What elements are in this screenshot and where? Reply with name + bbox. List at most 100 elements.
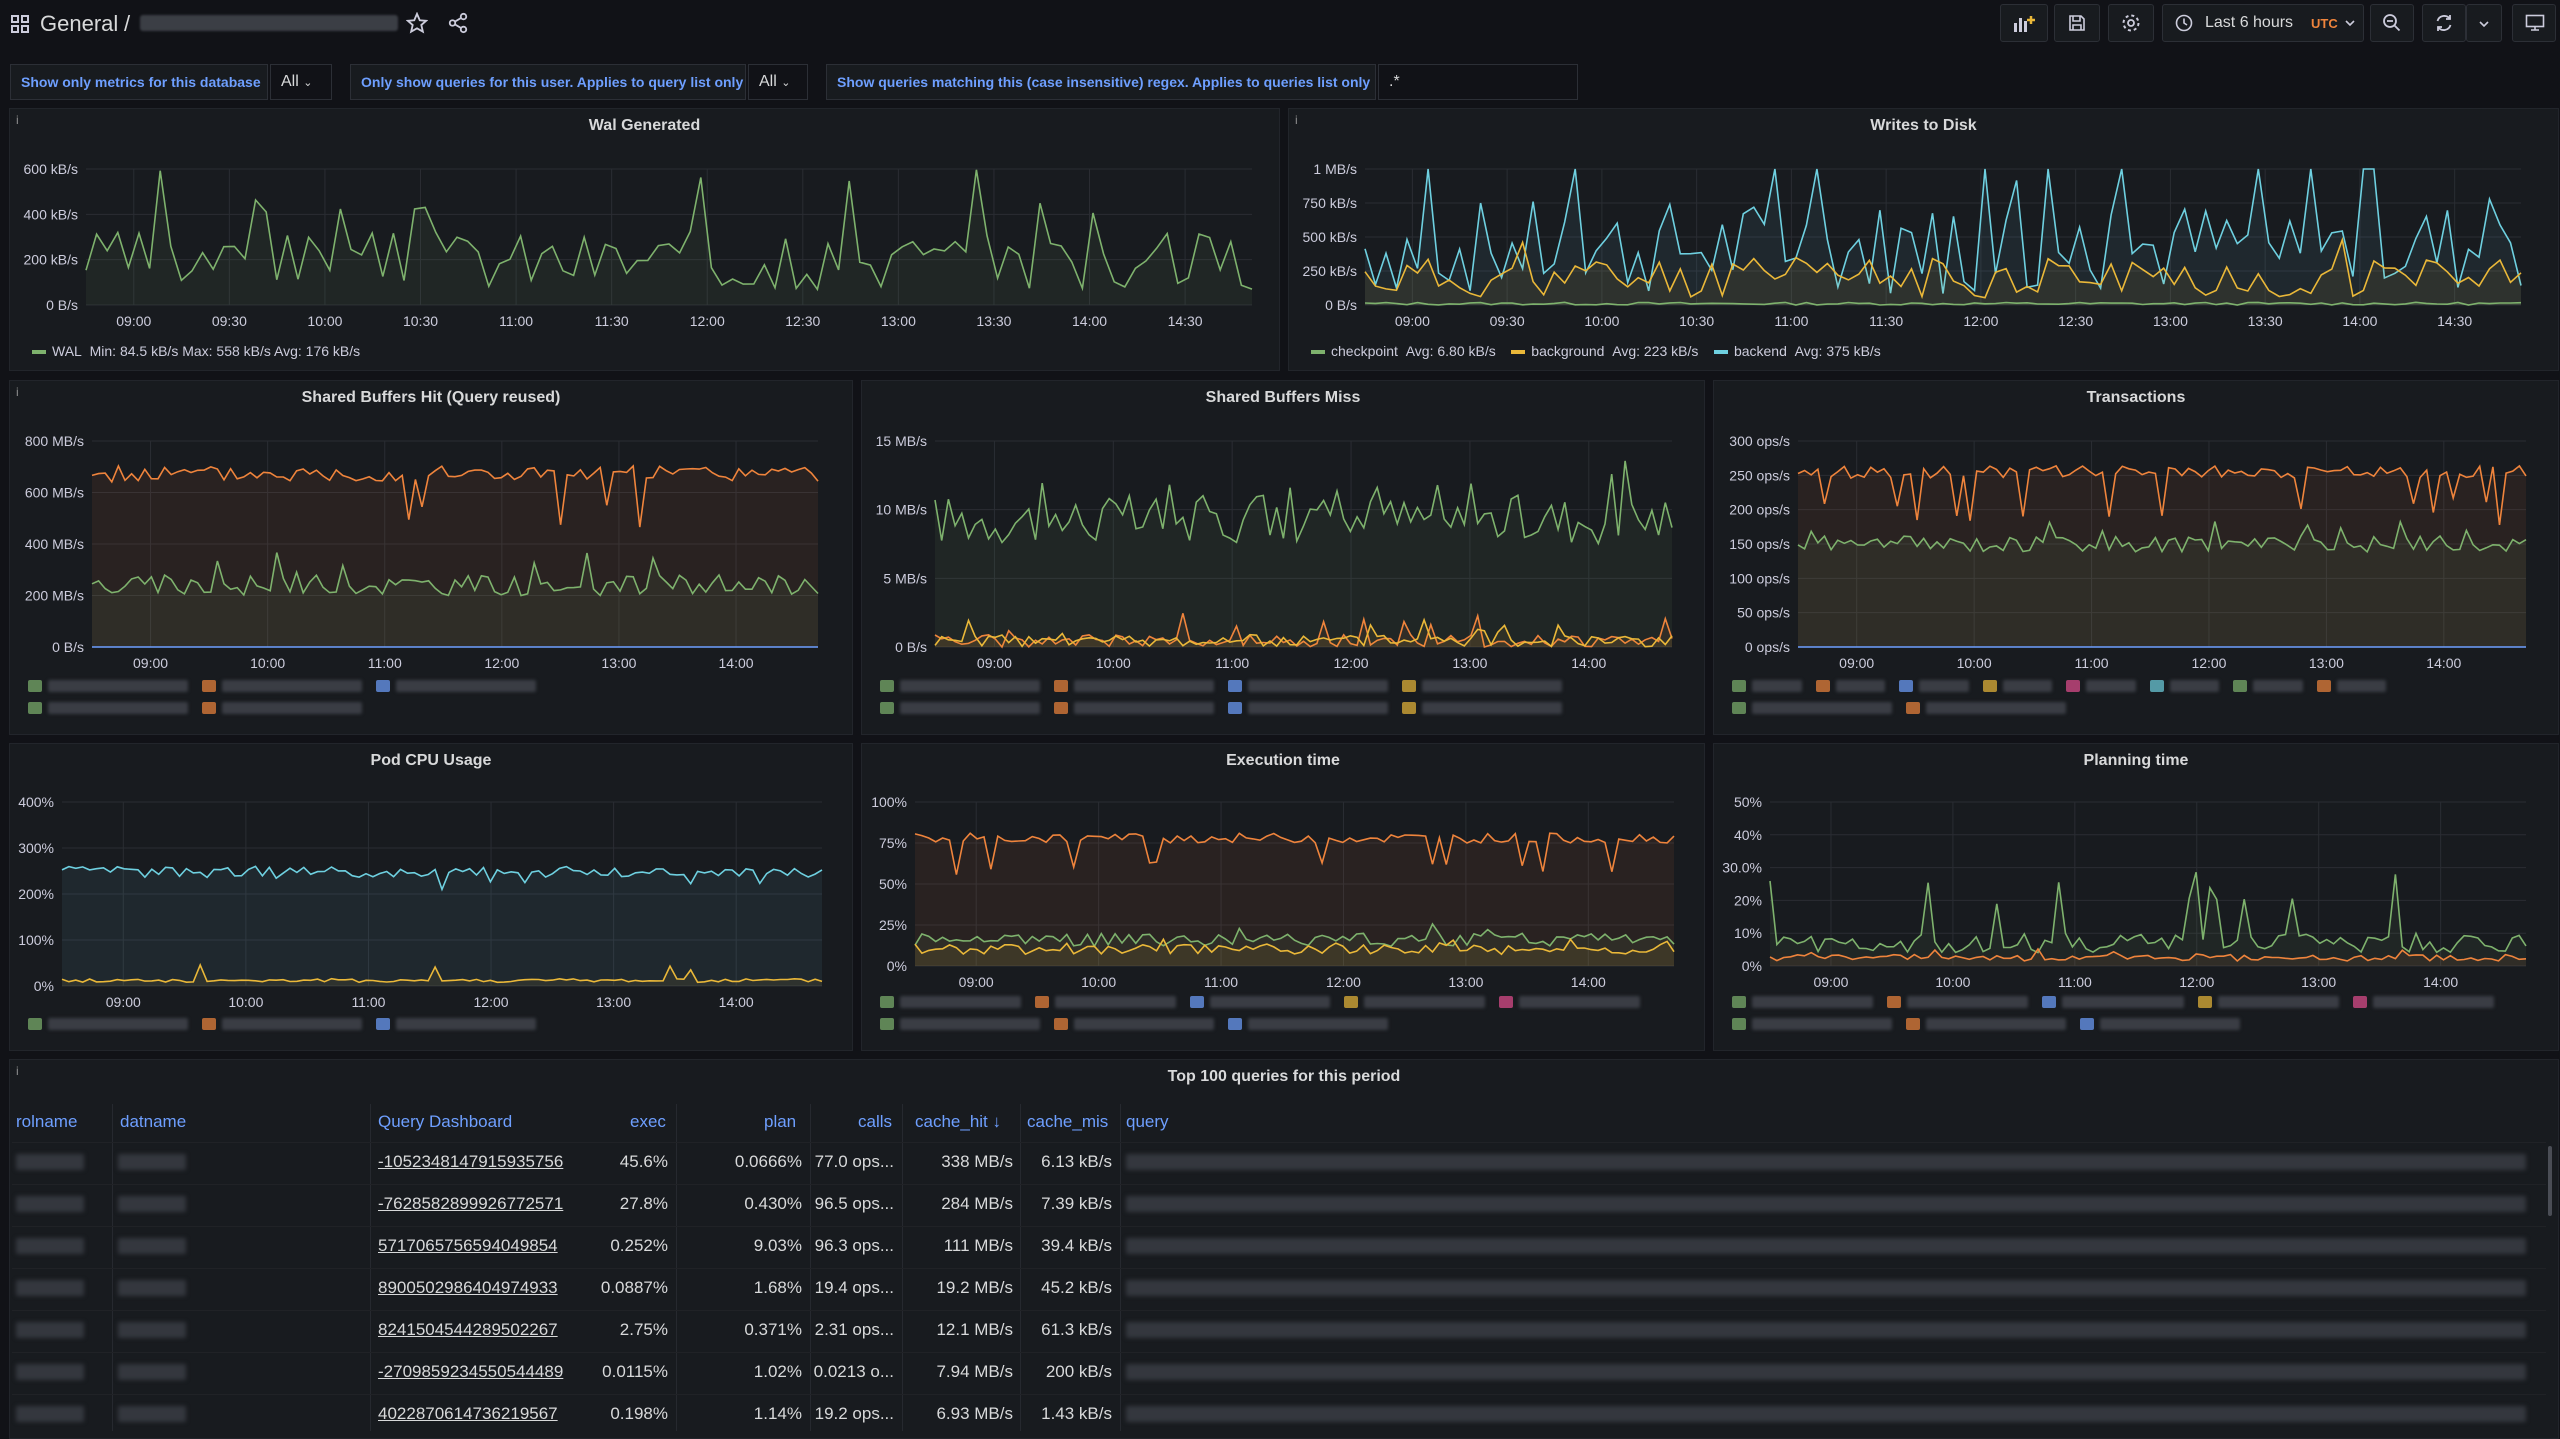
legend-item-redacted[interactable] (1926, 702, 2066, 714)
series-line[interactable] (91, 464, 819, 528)
table-cell-query-dashboard[interactable]: -2709859234550544489 (378, 1362, 564, 1381)
legend-series-checkpoint[interactable]: checkpoint (1331, 343, 1398, 359)
legend-item-redacted[interactable] (1054, 996, 1176, 1008)
legend-item-redacted[interactable] (2169, 680, 2220, 692)
legend-item-redacted[interactable] (900, 996, 1021, 1008)
legend-item-redacted[interactable] (1248, 1018, 1388, 1030)
legend-item-redacted[interactable] (1519, 996, 1640, 1008)
legend-item-redacted[interactable] (2336, 680, 2387, 692)
column-divider[interactable] (112, 1104, 113, 1431)
series-line[interactable] (1769, 871, 2527, 954)
series-line[interactable] (61, 962, 823, 984)
panel-title[interactable]: Shared Buffers Miss (1205, 389, 1361, 406)
legend-item-redacted[interactable] (396, 1018, 536, 1030)
panel-title[interactable]: Planning time (2083, 752, 2189, 769)
panel-planning-time[interactable]: Planning time 50% 40% 30.0% 20% 10% 0% 09:00 10… (1713, 743, 2559, 1051)
legend-item-redacted[interactable] (1364, 996, 1486, 1008)
panel-transactions[interactable]: Transactions 300 ops/s 250 ops/s 200 ops/s… (1713, 380, 2559, 735)
shared-buffers-miss-chart[interactable]: 15 MB/s 10 MB/s 5 MB/s 0 B/s 09:00 10:00 11:00… (862, 381, 1706, 736)
legend-item-redacted[interactable] (2372, 996, 2494, 1008)
legend-item-redacted[interactable] (1752, 1018, 1892, 1030)
apps-icon[interactable] (10, 14, 30, 34)
panel-writes-to-disk[interactable]: i Writes to Disk 1 MB/s 750 kB/s 500 kB/s 2… (1288, 108, 2559, 371)
table-cell-query-dashboard[interactable]: -7628582899926772571 (378, 1194, 564, 1213)
legend-item-redacted[interactable] (1074, 702, 1214, 714)
series-line[interactable] (934, 460, 1673, 546)
legend-item-redacted[interactable] (222, 1018, 362, 1030)
legend-item-redacted[interactable] (1752, 702, 1892, 714)
legend-item-redacted[interactable] (1248, 702, 1388, 714)
legend-series-wal[interactable]: WAL (52, 343, 82, 359)
panel-pod-cpu-usage[interactable]: Pod CPU Usage 400% 300% 200% 100% 0% 09:00 10:… (9, 743, 853, 1051)
legend-item-redacted[interactable] (2086, 680, 2136, 692)
legend-series-backend[interactable]: backend (1733, 343, 1787, 359)
legend-item-redacted[interactable] (900, 1018, 1040, 1030)
series-line[interactable] (934, 617, 1673, 648)
wal-chart[interactable]: 600 kB/s 400 kB/s 200 kB/s 0 B/s 09:00 09:30 1… (10, 109, 1281, 372)
column-header-plan[interactable]: plan (764, 1112, 797, 1131)
legend-item-redacted[interactable] (48, 702, 188, 714)
series-line[interactable] (85, 169, 1253, 292)
column-divider[interactable] (810, 1104, 811, 1431)
legend-item-redacted[interactable] (1919, 680, 1969, 692)
save-button[interactable] (2054, 4, 2100, 42)
add-panel-button[interactable] (2000, 4, 2048, 42)
user-variable-select[interactable]: All ⌄ (748, 64, 808, 100)
panel-shared-buffers-miss[interactable]: Shared Buffers Miss 15 MB/s 10 MB/s 5 MB/s… (861, 380, 1705, 735)
panel-title[interactable]: Shared Buffers Hit (Query reused) (301, 389, 561, 406)
legend-item-redacted[interactable] (1074, 1018, 1214, 1030)
legend-item-redacted[interactable] (396, 680, 536, 692)
pod-cpu-chart[interactable]: 400% 300% 200% 100% 0% 09:00 10:00 11:00 12:00 13… (10, 744, 854, 1052)
legend-item-redacted[interactable] (1074, 680, 1214, 692)
panel-title[interactable]: Wal Generated (588, 117, 701, 134)
table-scrollbar[interactable] (2548, 1146, 2552, 1216)
panel-info-icon[interactable]: i (16, 385, 19, 399)
series-line[interactable] (1797, 519, 2527, 554)
transactions-chart[interactable]: 300 ops/s 250 ops/s 200 ops/s 150 ops/s 100 … (1714, 381, 2560, 736)
column-header-query[interactable]: query (1126, 1112, 1169, 1131)
series-line[interactable] (914, 832, 1675, 875)
share-icon[interactable] (447, 12, 469, 34)
panel-title[interactable]: Execution time (1226, 752, 1340, 769)
column-divider[interactable] (902, 1104, 903, 1431)
dashboard-title-redacted[interactable] (140, 15, 398, 31)
series-line[interactable] (91, 552, 819, 597)
panel-title[interactable]: Transactions (2086, 389, 2186, 406)
refresh-button[interactable] (2422, 4, 2466, 42)
table-cell-query-dashboard[interactable]: 8241504544289502267 (378, 1320, 558, 1339)
star-icon[interactable] (406, 12, 428, 34)
time-picker[interactable]: Last 6 hours UTC (2162, 4, 2364, 42)
panel-title[interactable]: Top 100 queries for this period (1167, 1068, 1401, 1085)
legend-item-redacted[interactable] (2253, 680, 2303, 692)
table-cell-query-dashboard[interactable]: -1052348147915935756 (378, 1152, 564, 1171)
legend-item-redacted[interactable] (900, 680, 1040, 692)
column-header-query-dashboard[interactable]: Query Dashboard (378, 1112, 513, 1131)
series-line[interactable] (914, 937, 1675, 956)
panel-title[interactable]: Writes to Disk (1870, 117, 1977, 134)
column-header-rolname[interactable]: rolname (16, 1112, 78, 1131)
column-divider[interactable] (370, 1104, 371, 1431)
series-line[interactable] (1769, 947, 2527, 963)
column-header-calls[interactable]: calls (858, 1112, 893, 1131)
series-line[interactable] (1364, 236, 2522, 300)
column-header-exec[interactable]: exec (630, 1112, 666, 1131)
writes-chart[interactable]: 1 MB/s 750 kB/s 500 kB/s 250 kB/s 0 B/s 09:00… (1289, 109, 2560, 372)
legend-item-redacted[interactable] (1835, 680, 1886, 692)
table-cell-query-dashboard[interactable]: 4022870614736219567 (378, 1404, 558, 1423)
legend-series-background[interactable]: background (1531, 343, 1605, 359)
table-cell-query-dashboard[interactable]: 5717065756594049854 (378, 1236, 558, 1255)
legend-item-redacted[interactable] (2217, 996, 2339, 1008)
legend-item-redacted[interactable] (222, 680, 362, 692)
legend-item-redacted[interactable] (2062, 996, 2184, 1008)
panel-wal-generated[interactable]: i Wal Generated 600 kB/s 400 kB/s 200 kB/s… (9, 108, 1280, 371)
column-divider[interactable] (1020, 1104, 1021, 1431)
zoom-out-button[interactable] (2370, 4, 2414, 42)
legend-item-redacted[interactable] (48, 1018, 188, 1030)
series-line[interactable] (1364, 168, 2522, 294)
db-variable-select[interactable]: All ⌄ (270, 64, 332, 100)
panel-shared-buffers-hit[interactable]: i Shared Buffers Hit (Query reused) 800 … (9, 380, 853, 735)
column-divider[interactable] (676, 1104, 677, 1431)
panel-info-icon[interactable]: i (16, 113, 19, 127)
legend-item-redacted[interactable] (1752, 680, 1802, 692)
planning-time-chart[interactable]: 50% 40% 30.0% 20% 10% 0% 09:00 10:00 11:00 12:00 1… (1714, 744, 2560, 1052)
